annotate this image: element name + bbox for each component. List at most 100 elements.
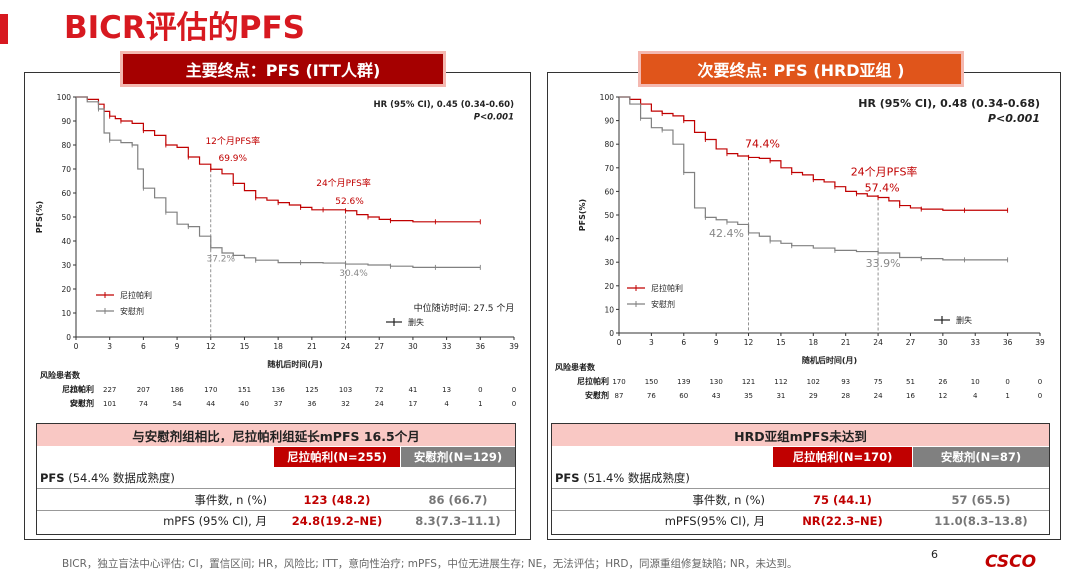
right-risk-niraparib-cell: 130 xyxy=(709,378,722,386)
right-risk-placebo-cell: 4 xyxy=(973,392,978,400)
right-risk-niraparib-cell: 26 xyxy=(938,378,947,386)
left-x-tick-label: 36 xyxy=(476,342,486,351)
right-annot-24m-placebo: 33.9% xyxy=(866,257,901,270)
left-annot-24m-niraparib: 52.6% xyxy=(335,197,364,207)
left-x-tick-label: 27 xyxy=(374,342,384,351)
right-risk-placebo-cell: 16 xyxy=(906,392,915,400)
right-risk-placebo-cell: 29 xyxy=(809,392,818,400)
right-annot-24m-niraparib: 57.4% xyxy=(865,182,900,195)
right-x-tick-label: 27 xyxy=(906,338,916,347)
right-y-tick-label: 0 xyxy=(609,329,614,338)
right-section-note: (51.4% 数据成熟度) xyxy=(583,471,690,485)
right-x-tick-label: 0 xyxy=(617,338,622,347)
left-section-title: PFS xyxy=(40,471,65,485)
right-risk-placebo-cell: 24 xyxy=(874,392,883,400)
left-risk-niraparib-cell: 41 xyxy=(408,386,417,394)
left-x-tick-label: 30 xyxy=(408,342,418,351)
title-accent-bar xyxy=(0,14,8,44)
right-risk-placebo-cell: 87 xyxy=(615,392,624,400)
left-risk-niraparib-cell: 255 xyxy=(69,386,82,394)
right-risk-niraparib-cell: 170 xyxy=(612,378,625,386)
right-risk-niraparib-cell: 112 xyxy=(774,378,787,386)
right-row-mpfs-niraparib: NR(22.3–NE) xyxy=(802,514,883,528)
left-risk-placebo-cell: 1 xyxy=(478,400,482,408)
right-row-divider-2 xyxy=(552,510,1049,511)
right-summary-banner: HRD亚组mPFS未达到 xyxy=(552,424,1049,446)
left-x-tick-label: 21 xyxy=(307,342,317,351)
left-risk-placebo-cell: 4 xyxy=(444,400,449,408)
right-risk-niraparib-cell: 0 xyxy=(1038,378,1042,386)
page-number: 6 xyxy=(931,548,938,561)
right-y-tick-label: 80 xyxy=(604,140,614,149)
left-followup-text: 中位随访时间: 27.5 个月 xyxy=(414,302,515,314)
right-risk-label-niraparib: 尼拉帕利 xyxy=(577,376,609,386)
left-y-axis-label: PFS(%) xyxy=(35,201,44,233)
left-x-tick-label: 15 xyxy=(240,342,250,351)
right-x-tick-label: 18 xyxy=(809,338,819,347)
right-annot-24m-title: 24个月PFS率 xyxy=(851,165,918,179)
left-y-tick-label: 40 xyxy=(61,237,71,246)
right-annot-12m-placebo: 42.4% xyxy=(709,227,744,240)
right-y-tick-label: 70 xyxy=(604,164,614,173)
right-y-tick-label: 90 xyxy=(604,117,614,126)
left-x-tick-label: 0 xyxy=(74,342,79,351)
left-x-tick-label: 39 xyxy=(509,342,519,351)
right-x-tick-label: 21 xyxy=(841,338,851,347)
right-risk-niraparib-cell: 150 xyxy=(645,378,658,386)
left-y-tick-label: 100 xyxy=(57,93,72,102)
left-annot-24m-title: 24个月PFS率 xyxy=(316,177,371,189)
left-col-niraparib: 尼拉帕利(N=255) xyxy=(274,447,400,467)
left-risk-placebo-cell: 129 xyxy=(69,400,82,408)
left-x-tick-label: 24 xyxy=(341,342,351,351)
right-row-events-niraparib: 75 (44.1) xyxy=(813,493,872,507)
right-series-placebo xyxy=(619,96,1008,261)
left-risk-placebo-cell: 54 xyxy=(173,400,182,408)
right-risk-placebo-cell: 28 xyxy=(841,392,850,400)
right-y-tick-label: 50 xyxy=(604,211,614,220)
right-risk-placebo-cell: 12 xyxy=(938,392,947,400)
left-section-note: (54.4% 数据成熟度) xyxy=(68,471,175,485)
right-x-tick-label: 3 xyxy=(649,338,654,347)
right-legend-placebo: 安慰剂 xyxy=(651,299,675,309)
left-risk-niraparib-cell: 170 xyxy=(204,386,217,394)
right-risk-placebo-cell: 43 xyxy=(712,392,721,400)
left-y-tick-label: 20 xyxy=(61,285,71,294)
left-y-tick-label: 90 xyxy=(61,117,71,126)
right-risk-niraparib-cell: 102 xyxy=(807,378,820,386)
right-panel-header: 次要终点: PFS (HRD亚组 ) xyxy=(638,51,964,87)
right-row-mpfs-placebo: 11.0(8.3–13.8) xyxy=(934,514,1028,528)
right-risk-niraparib-cell: 0 xyxy=(1005,378,1009,386)
right-risk-niraparib-cell: 139 xyxy=(677,378,690,386)
right-x-tick-label: 39 xyxy=(1035,338,1045,347)
left-row-divider-2 xyxy=(37,510,515,511)
left-row-events-niraparib: 123 (48.2) xyxy=(303,493,371,507)
left-x-tick-label: 9 xyxy=(175,342,180,351)
left-x-tick-label: 6 xyxy=(141,342,146,351)
right-risk-placebo-cell: 0 xyxy=(1038,392,1042,400)
left-annot-12m-placebo: 37.2% xyxy=(206,255,235,265)
left-row-mpfs-label: mPFS (95% CI), 月 xyxy=(163,514,267,528)
left-x-tick-label: 18 xyxy=(273,342,283,351)
left-risk-placebo-cell: 44 xyxy=(206,400,215,408)
left-panel-header: 主要终点：PFS (ITT人群) xyxy=(120,51,446,87)
left-risk-niraparib-cell: 72 xyxy=(375,386,384,394)
right-x-tick-label: 30 xyxy=(938,338,948,347)
right-x-tick-label: 33 xyxy=(970,338,980,347)
right-x-tick-label: 24 xyxy=(873,338,883,347)
left-series-niraparib xyxy=(76,96,481,223)
right-y-tick-label: 60 xyxy=(604,187,614,196)
left-risk-placebo-cell: 36 xyxy=(307,400,316,408)
left-y-tick-label: 0 xyxy=(66,333,71,342)
right-y-tick-label: 20 xyxy=(604,282,614,291)
right-row-divider xyxy=(552,488,1049,489)
left-risk-placebo-cell: 40 xyxy=(240,400,249,408)
right-x-axis-label: 随机后时间(月) xyxy=(802,355,857,365)
right-risk-niraparib-cell: 75 xyxy=(874,378,883,386)
left-x-axis-label: 随机后时间(月) xyxy=(267,359,322,369)
right-p-value: P<0.001 xyxy=(988,112,1040,125)
left-y-tick-label: 50 xyxy=(61,213,71,222)
left-risk-title: 风险患者数 xyxy=(40,370,81,380)
left-risk-placebo-cell: 17 xyxy=(408,400,417,408)
left-annot-12m-niraparib: 69.9% xyxy=(218,154,247,164)
left-risk-niraparib-cell: 125 xyxy=(305,386,318,394)
